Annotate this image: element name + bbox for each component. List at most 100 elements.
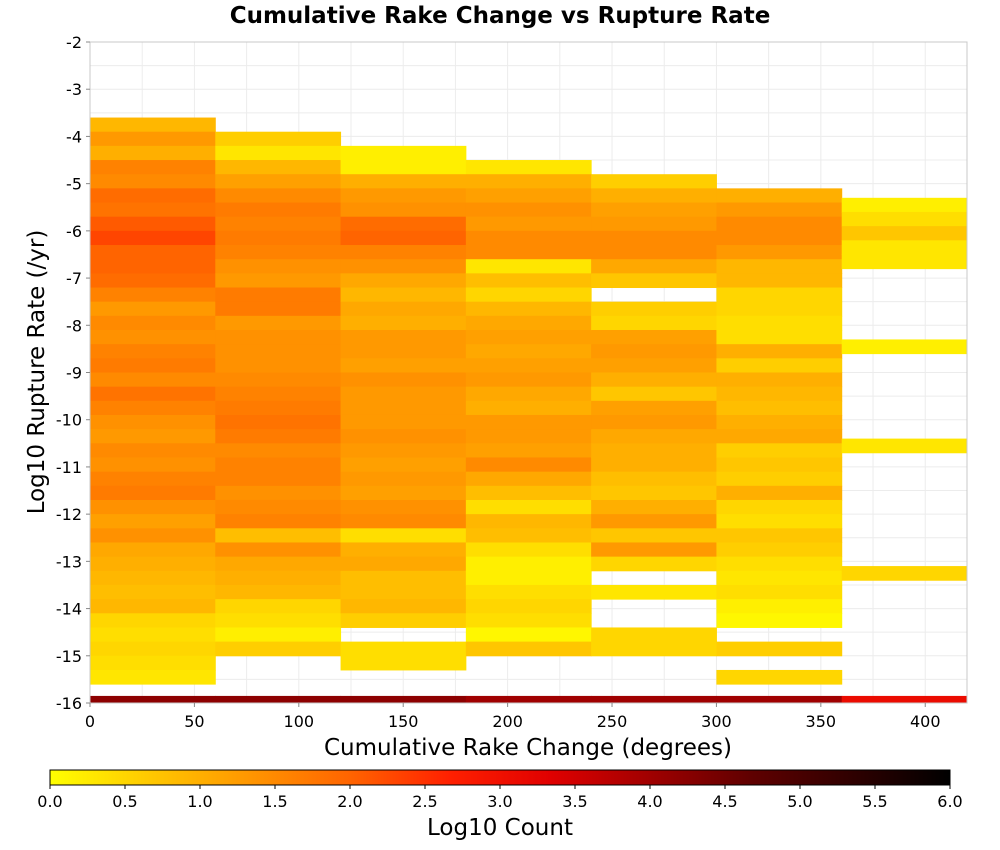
heatmap-cells bbox=[90, 117, 967, 703]
heatmap-cell bbox=[90, 556, 216, 572]
heatmap-cell bbox=[90, 273, 216, 289]
y-tick-label: -15 bbox=[56, 647, 82, 666]
heatmap-cell bbox=[90, 315, 216, 331]
heatmap-cell bbox=[591, 400, 717, 416]
colorbar-tick-label: 5.0 bbox=[787, 792, 812, 811]
heatmap-cell bbox=[465, 400, 592, 416]
heatmap-cell bbox=[591, 273, 717, 289]
heatmap-cell-floor bbox=[465, 695, 592, 703]
heatmap-cell bbox=[340, 315, 467, 331]
heatmap-cell bbox=[591, 245, 717, 260]
y-tick-label: -12 bbox=[56, 505, 82, 524]
heatmap-cell bbox=[215, 528, 342, 543]
x-tick-label: 150 bbox=[388, 712, 419, 731]
heatmap-cell bbox=[716, 669, 843, 685]
colorbar-label: Log10 Count bbox=[427, 815, 573, 841]
heatmap-cell bbox=[716, 273, 843, 289]
heatmap-cell bbox=[465, 160, 592, 175]
colorbar-tick-label: 4.0 bbox=[637, 792, 662, 811]
colorbar-ticks: 0.0 0.5 1.0 1.5 2.0 2.5 3.0 3.5 4.0 4.5 5.0 5.5 6.0 bbox=[37, 785, 963, 811]
x-tick-label: 300 bbox=[701, 712, 732, 731]
heatmap-cell bbox=[465, 514, 592, 529]
heatmap-cell bbox=[465, 259, 592, 274]
heatmap-cell bbox=[215, 471, 342, 487]
heatmap-cell bbox=[340, 556, 467, 572]
heatmap-cell bbox=[591, 627, 717, 643]
heatmap-cell bbox=[215, 287, 342, 303]
heatmap-cell bbox=[90, 174, 216, 189]
heatmap-cell bbox=[340, 216, 467, 232]
heatmap-cell bbox=[465, 457, 592, 473]
heatmap-cell bbox=[90, 514, 216, 529]
heatmap-cell bbox=[716, 457, 843, 473]
heatmap-cell bbox=[340, 344, 467, 359]
heatmap-cell bbox=[340, 641, 467, 657]
heatmap-cell bbox=[90, 245, 216, 260]
heatmap-cell bbox=[591, 230, 717, 246]
heatmap-cell bbox=[340, 188, 467, 204]
heatmap-cell bbox=[716, 528, 843, 543]
colorbar-tick-label: 6.0 bbox=[937, 792, 962, 811]
heatmap-cell bbox=[591, 358, 717, 373]
heatmap-cell bbox=[716, 245, 843, 260]
heatmap-cell bbox=[465, 202, 592, 218]
heatmap-cell bbox=[591, 528, 717, 543]
heatmap-cell bbox=[465, 570, 592, 586]
heatmap-cell bbox=[716, 315, 843, 331]
heatmap-cell bbox=[716, 429, 843, 444]
heatmap-cell bbox=[215, 627, 342, 643]
heatmap-cell bbox=[465, 599, 592, 614]
heatmap-cell bbox=[340, 273, 467, 289]
heatmap-cell bbox=[215, 344, 342, 359]
heatmap-cell bbox=[465, 174, 592, 189]
heatmap-cell bbox=[340, 570, 467, 586]
heatmap-cell bbox=[591, 542, 717, 558]
x-tick-label: 100 bbox=[284, 712, 315, 731]
x-tick-label: 50 bbox=[184, 712, 204, 731]
y-tick-label: -6 bbox=[66, 222, 82, 241]
heatmap-cell bbox=[90, 669, 216, 685]
heatmap-cell-floor bbox=[716, 695, 843, 703]
colorbar-tick-label: 0.5 bbox=[112, 792, 137, 811]
heatmap-cell bbox=[90, 344, 216, 359]
heatmap-cell bbox=[716, 259, 843, 274]
heatmap-cell bbox=[716, 287, 843, 303]
heatmap-cell bbox=[591, 301, 717, 317]
heatmap-cell bbox=[340, 330, 467, 345]
heatmap-cell bbox=[215, 202, 342, 218]
heatmap-cell bbox=[340, 287, 467, 303]
heatmap-cell bbox=[465, 556, 592, 572]
heatmap-cell bbox=[716, 301, 843, 317]
heatmap-cell bbox=[340, 528, 467, 543]
heatmap-cell bbox=[215, 499, 342, 515]
heatmap-cell bbox=[340, 202, 467, 218]
heatmap-cell-floor bbox=[340, 695, 467, 703]
colorbar-tick-label: 4.5 bbox=[712, 792, 737, 811]
heatmap-cell bbox=[716, 344, 843, 359]
heatmap-cell bbox=[465, 386, 592, 402]
heatmap-cell bbox=[90, 131, 216, 147]
y-tick-label: -10 bbox=[56, 411, 82, 430]
heatmap-cell bbox=[591, 202, 717, 218]
heatmap-cell bbox=[465, 344, 592, 359]
heatmap-cell bbox=[841, 566, 967, 581]
heatmap-cell bbox=[841, 254, 967, 270]
heatmap-cell bbox=[716, 613, 843, 628]
y-tick-label: -13 bbox=[56, 552, 82, 571]
heatmap-cell bbox=[340, 414, 467, 430]
heatmap-cell bbox=[215, 131, 342, 147]
heatmap-cell-floor bbox=[591, 695, 717, 703]
heatmap-cell bbox=[465, 358, 592, 373]
y-tick-label: -2 bbox=[66, 33, 82, 52]
y-axis-label: Log10 Rupture Rate (/yr) bbox=[24, 230, 50, 515]
x-tick-label: 200 bbox=[492, 712, 523, 731]
heatmap-cell bbox=[716, 230, 843, 246]
heatmap-cell bbox=[215, 216, 342, 232]
heatmap-cell bbox=[340, 457, 467, 473]
colorbar-tick-label: 3.5 bbox=[562, 792, 587, 811]
heatmap-cell bbox=[90, 301, 216, 317]
x-tick-label: 0 bbox=[85, 712, 95, 731]
heatmap-cell bbox=[215, 570, 342, 586]
heatmap-cell bbox=[90, 287, 216, 303]
heatmap-cell bbox=[465, 372, 592, 388]
